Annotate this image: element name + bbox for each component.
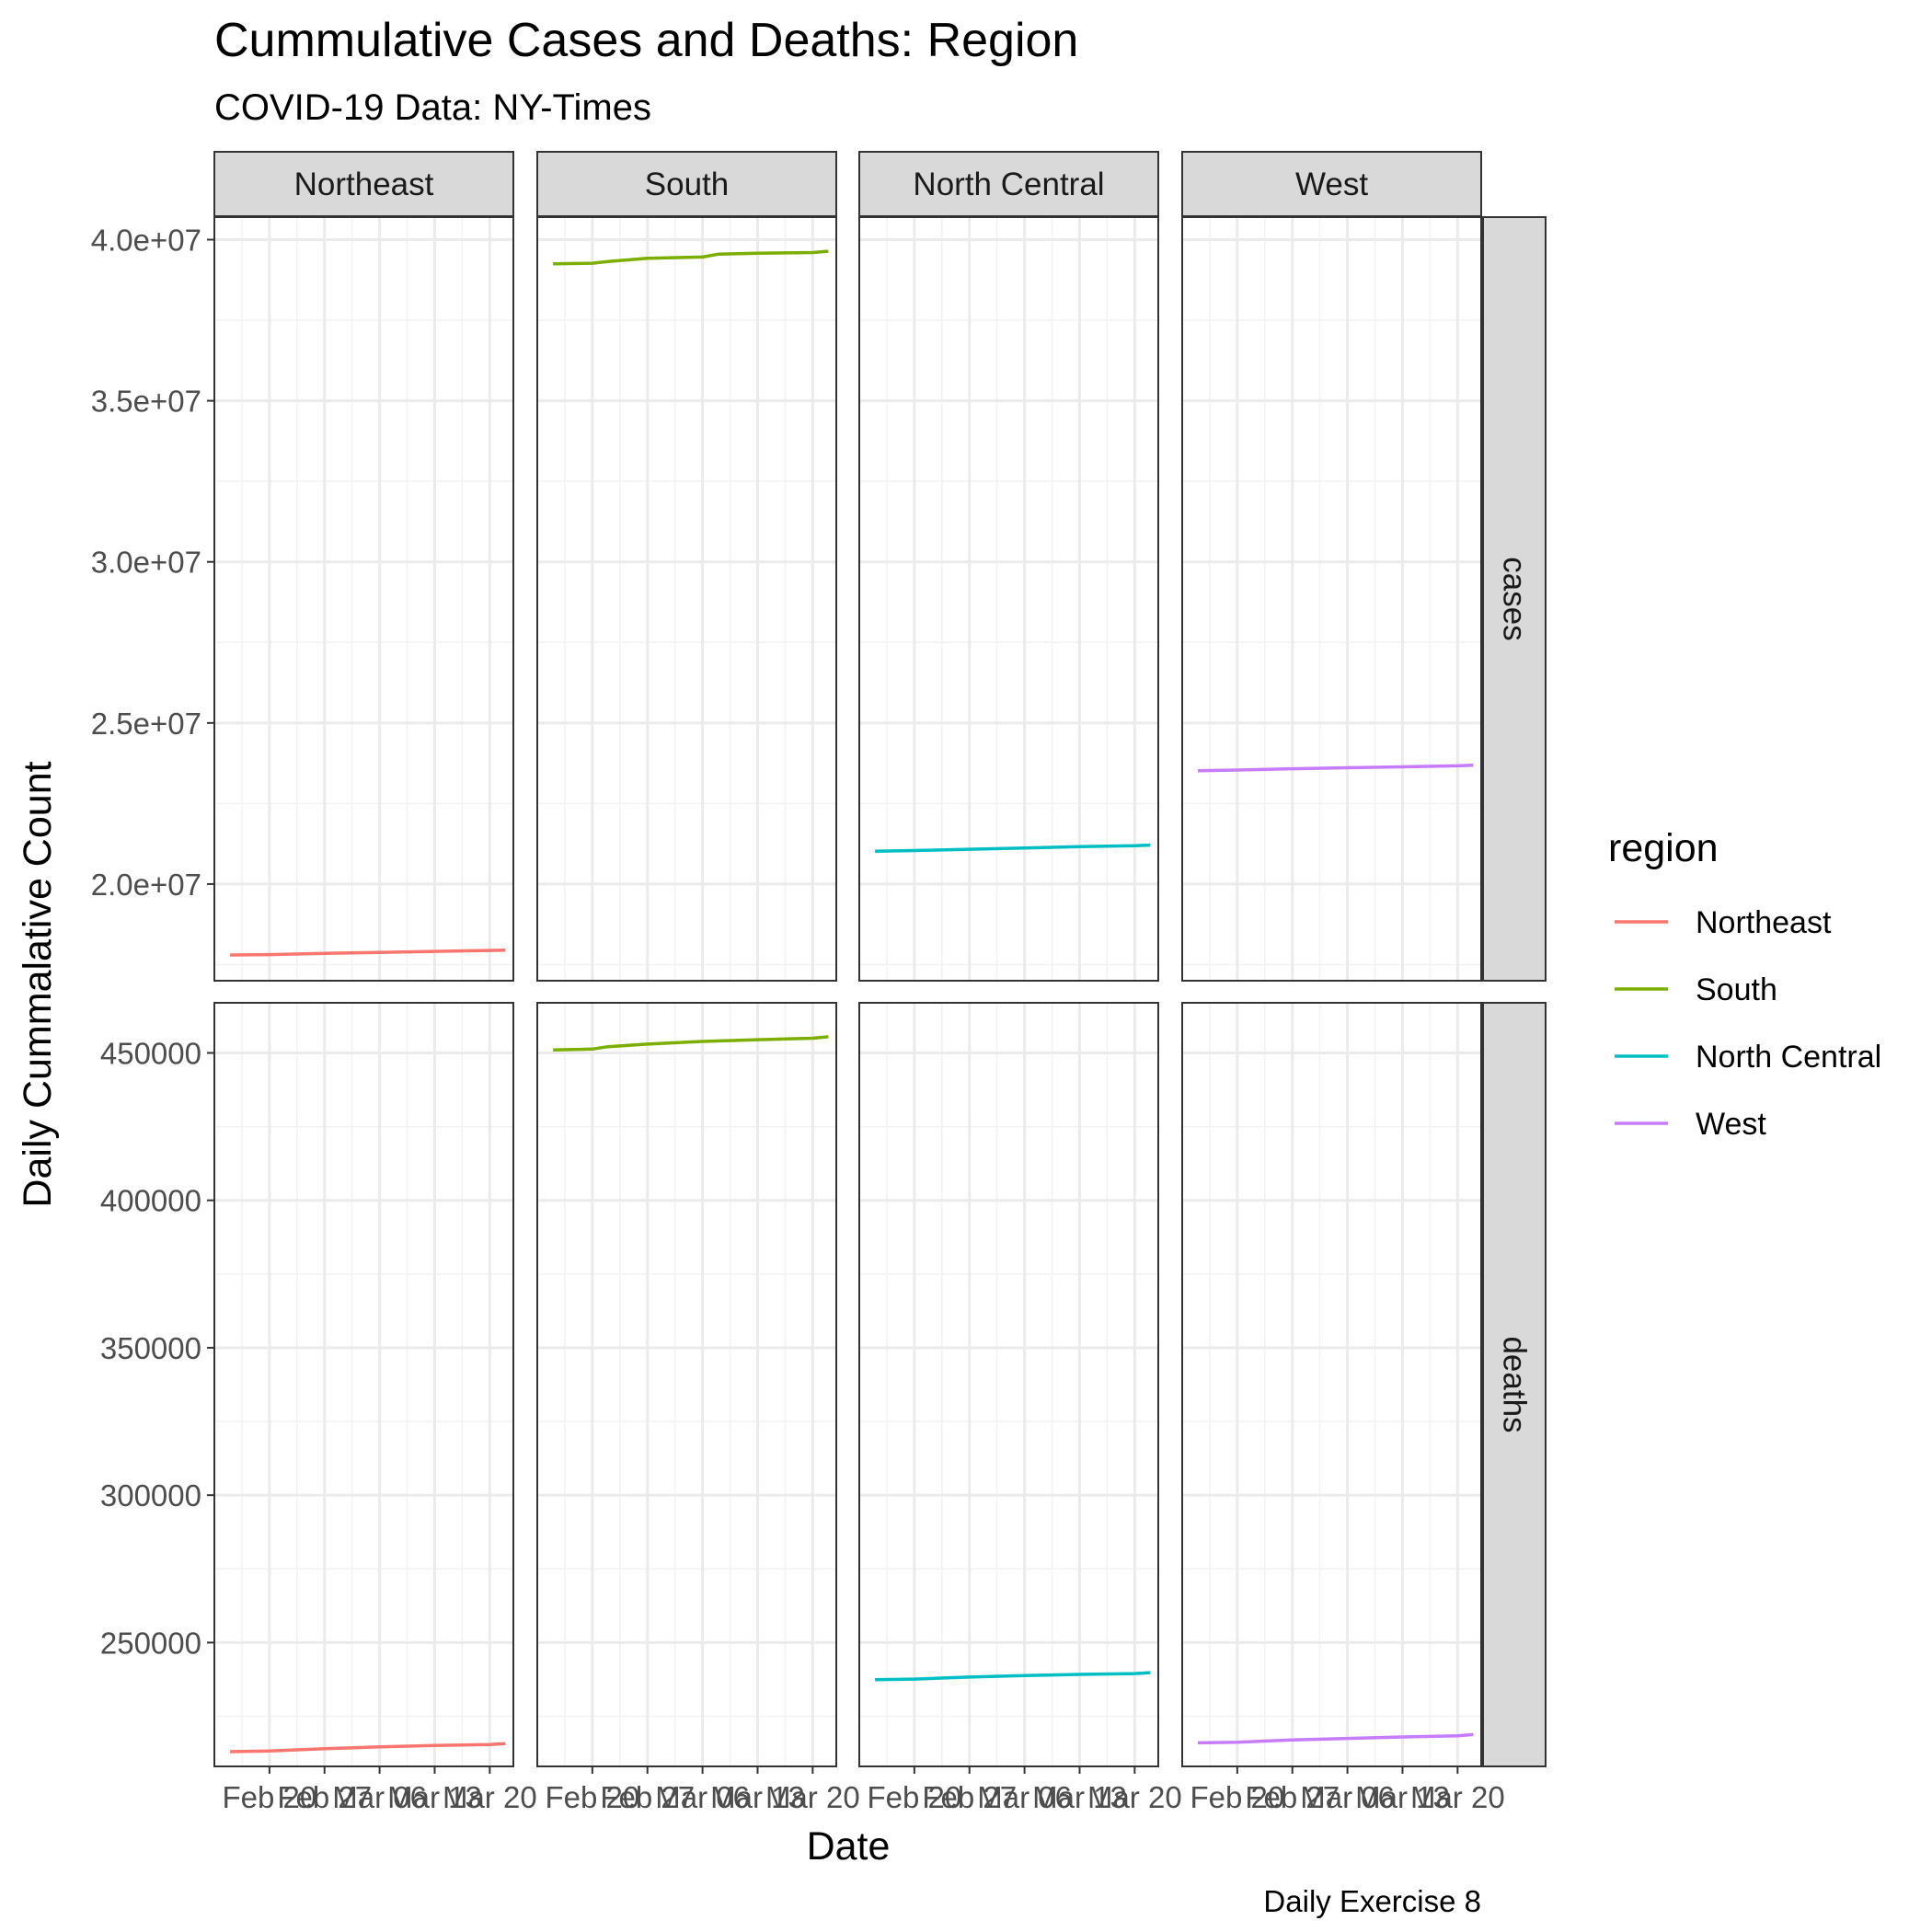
- panel-background: [859, 217, 1158, 981]
- facet-strip-west: West: [1181, 151, 1482, 217]
- legend-label: South: [1696, 972, 1777, 1007]
- facet-strip-south: South: [536, 151, 837, 217]
- x-tick-label: Mar 20: [1087, 1780, 1182, 1814]
- series-line-west-cases: [1198, 763, 1474, 773]
- x-tick-label: Feb 27: [600, 1780, 695, 1814]
- x-tick-label: Mar 13: [1032, 1780, 1127, 1814]
- y-tick-label: 3.0e+07: [91, 546, 201, 580]
- facet-strip-background: [1181, 151, 1482, 217]
- x-tick-label: Mar 13: [387, 1780, 482, 1814]
- y-tick-label: 3.5e+07: [91, 385, 201, 419]
- x-tick-label: Mar 20: [765, 1780, 860, 1814]
- panel-background: [537, 1003, 836, 1766]
- panel-cases-west: [1181, 216, 1482, 982]
- y-tick-label: 2.0e+07: [91, 868, 201, 902]
- panel-border: [213, 216, 514, 982]
- facet-strip-deaths: deaths: [1482, 1002, 1547, 1767]
- panel-background: [214, 217, 513, 981]
- series-line-northeast-deaths: [230, 1742, 506, 1754]
- facet-strip-north-central: North Central: [858, 151, 1159, 217]
- facet-strip-background: [213, 151, 514, 217]
- y-tick-label: 300000: [100, 1478, 201, 1512]
- y-axis-title: Daily Cummalative Count: [16, 761, 60, 1207]
- panel-cases-south: [536, 216, 837, 982]
- facet-strip-background: [1482, 216, 1547, 982]
- y-tick-label: 350000: [100, 1331, 201, 1365]
- panel-border: [858, 1002, 1159, 1767]
- x-tick-label: Feb 27: [1245, 1780, 1340, 1814]
- series-line-south-cases: [553, 249, 829, 266]
- panel-background: [214, 1003, 513, 1766]
- facet-strip-label: cases: [1497, 557, 1533, 640]
- x-tick-label: Mar 20: [443, 1780, 537, 1814]
- panel-background: [1182, 1003, 1481, 1766]
- panel-border: [536, 216, 837, 982]
- panel-background: [859, 1003, 1158, 1766]
- panel-background: [537, 217, 836, 981]
- series-line-west-deaths: [1198, 1732, 1474, 1745]
- x-tick-label: Feb 20: [222, 1780, 316, 1814]
- facet-strip-northeast: Northeast: [213, 151, 514, 217]
- x-tick-label: Mar 13: [1355, 1780, 1450, 1814]
- legend-item-north-central: North Central: [1615, 1040, 1881, 1075]
- legend-item-south: South: [1615, 972, 1777, 1007]
- facet-strip-label: West: [1295, 167, 1368, 202]
- facet-panels: Northeast South North Central West cases 2.0e…: [91, 151, 1547, 1814]
- y-tick-label: 4.0e+07: [91, 224, 201, 258]
- facet-strip-cases: cases: [1482, 216, 1547, 982]
- x-tick-label: Mar 06: [332, 1780, 427, 1814]
- legend-item-west: West: [1615, 1107, 1766, 1142]
- panel-background: [1182, 217, 1481, 981]
- panel-border: [536, 1002, 837, 1767]
- x-tick-label: Feb 20: [1190, 1780, 1284, 1814]
- legend-label: West: [1696, 1107, 1766, 1142]
- series-line-northeast-cases: [230, 948, 506, 957]
- x-tick-label: Feb 20: [867, 1780, 961, 1814]
- panel-border: [1181, 1002, 1482, 1767]
- facet-strip-label: South: [645, 167, 729, 202]
- chart-subtitle: COVID-19 Data: NY-Times: [214, 87, 651, 128]
- series-line-south-deaths: [553, 1035, 829, 1052]
- x-tick-label: Mar 06: [977, 1780, 1072, 1814]
- facet-strip-background: [858, 151, 1159, 217]
- y-tick-label: 400000: [100, 1184, 201, 1218]
- panel-border: [858, 216, 1159, 982]
- facet-strip-label: deaths: [1497, 1336, 1533, 1432]
- x-tick-label: Feb 27: [922, 1780, 1017, 1814]
- y-tick-label: 450000: [100, 1036, 201, 1070]
- chart-title: Cummulative Cases and Deaths: Region: [214, 14, 1078, 67]
- legend-item-northeast: Northeast: [1615, 905, 1832, 940]
- series-line-north-central-cases: [875, 843, 1151, 853]
- x-tick-label: Feb 27: [277, 1780, 372, 1814]
- facet-strip-label: Northeast: [294, 167, 434, 202]
- panel-cases-north-central: [858, 216, 1159, 982]
- x-tick-label: Feb 20: [545, 1780, 639, 1814]
- chart-caption: Daily Exercise 8: [1263, 1884, 1481, 1918]
- legend-label: North Central: [1696, 1040, 1881, 1075]
- legend-title: region: [1608, 826, 1719, 870]
- facet-strip-background: [536, 151, 837, 217]
- panel-border: [213, 1002, 514, 1767]
- panel-cases-northeast: [213, 216, 514, 982]
- facet-strip-background: [1482, 1002, 1547, 1767]
- x-tick-label: Mar 06: [1300, 1780, 1395, 1814]
- panel-border: [1181, 216, 1482, 982]
- legend: region Northeast South North Central West: [1608, 826, 1881, 1142]
- x-tick-label: Mar 06: [655, 1780, 750, 1814]
- x-tick-label: Mar 20: [1410, 1780, 1505, 1814]
- y-tick-label: 250000: [100, 1626, 201, 1660]
- x-tick-label: Mar 13: [710, 1780, 805, 1814]
- x-axis-title: Date: [807, 1824, 891, 1869]
- facet-strip-label: North Central: [913, 167, 1104, 202]
- series-line-north-central-deaths: [875, 1671, 1151, 1682]
- y-tick-label: 2.5e+07: [91, 707, 201, 741]
- legend-label: Northeast: [1696, 905, 1832, 940]
